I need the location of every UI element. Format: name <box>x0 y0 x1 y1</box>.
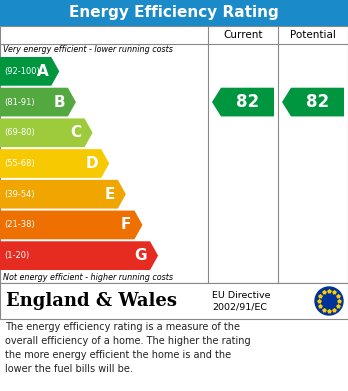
Text: Potential: Potential <box>290 30 336 40</box>
Text: (21-38): (21-38) <box>4 221 35 230</box>
Bar <box>0 283 348 319</box>
Polygon shape <box>0 211 142 239</box>
Text: C: C <box>70 125 81 140</box>
Text: (55-68): (55-68) <box>4 159 35 168</box>
Bar <box>0 0 348 26</box>
Text: Energy Efficiency Rating: Energy Efficiency Rating <box>69 5 279 20</box>
Polygon shape <box>0 180 126 208</box>
Text: D: D <box>86 156 98 171</box>
Polygon shape <box>212 88 274 117</box>
Text: E: E <box>104 187 115 202</box>
Text: (69-80): (69-80) <box>4 128 35 137</box>
Text: EU Directive
2002/91/EC: EU Directive 2002/91/EC <box>212 291 270 311</box>
Text: B: B <box>53 95 65 109</box>
Text: Current: Current <box>223 30 263 40</box>
Bar <box>0 26 348 283</box>
Text: F: F <box>121 217 132 232</box>
Polygon shape <box>0 88 76 117</box>
Polygon shape <box>282 88 344 117</box>
Text: (1-20): (1-20) <box>4 251 29 260</box>
Circle shape <box>315 287 343 315</box>
Polygon shape <box>0 149 109 178</box>
Text: (92-100): (92-100) <box>4 67 40 76</box>
Text: 82: 82 <box>306 93 329 111</box>
Polygon shape <box>0 57 59 86</box>
Text: 82: 82 <box>236 93 259 111</box>
Text: A: A <box>37 64 48 79</box>
Text: (81-91): (81-91) <box>4 98 34 107</box>
Text: G: G <box>135 248 147 263</box>
Text: Not energy efficient - higher running costs: Not energy efficient - higher running co… <box>3 273 173 282</box>
Polygon shape <box>0 118 93 147</box>
Text: The energy efficiency rating is a measure of the
overall efficiency of a home. T: The energy efficiency rating is a measur… <box>5 322 251 374</box>
Text: Very energy efficient - lower running costs: Very energy efficient - lower running co… <box>3 45 173 54</box>
Text: England & Wales: England & Wales <box>6 292 177 310</box>
Text: (39-54): (39-54) <box>4 190 34 199</box>
Polygon shape <box>0 241 158 270</box>
